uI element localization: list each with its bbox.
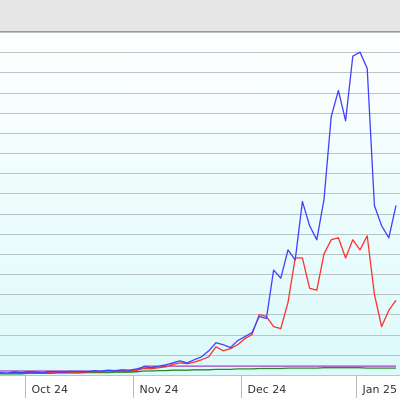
series-line <box>0 51 397 374</box>
series-lines <box>0 51 397 375</box>
plot-area <box>0 32 400 375</box>
x-tick-label: Nov 24 <box>140 383 179 396</box>
header-bar <box>0 0 400 31</box>
grid <box>0 32 400 376</box>
x-axis: Oct 24 Nov 24 Dec 24 Jan 25 <box>25 375 397 398</box>
x-tick-label: Oct 24 <box>32 383 69 396</box>
series-line <box>0 365 396 372</box>
x-tick-label: Jan 25 <box>362 383 397 396</box>
x-tick-label: Dec 24 <box>248 383 287 396</box>
